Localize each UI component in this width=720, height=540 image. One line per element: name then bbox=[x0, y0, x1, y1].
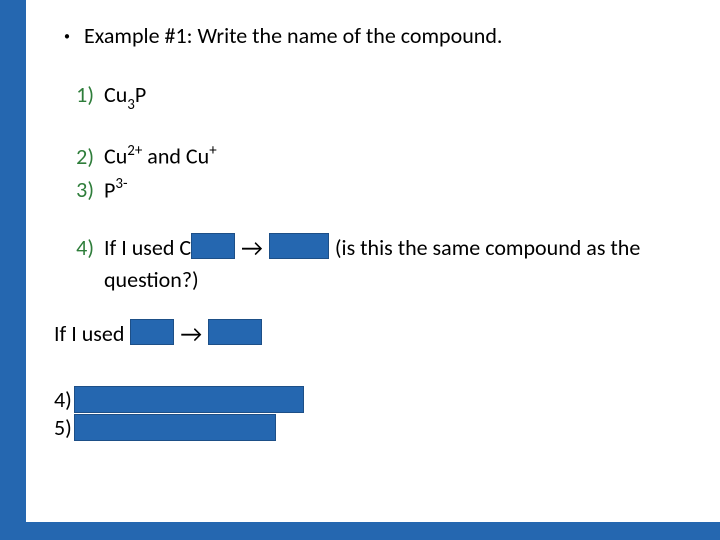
line-3-p: P bbox=[104, 176, 115, 203]
line-1-cu: Cu bbox=[104, 81, 127, 108]
line-4-before: If I used C bbox=[104, 234, 191, 261]
line-1-formula: Cu3P bbox=[104, 81, 146, 112]
cover-box-4 bbox=[208, 319, 262, 345]
arrow-icon: → bbox=[241, 234, 263, 263]
line-3: 3) P3- bbox=[64, 176, 680, 203]
answer-5-num: 5) bbox=[54, 414, 72, 441]
cover-box-3 bbox=[130, 319, 174, 345]
line-4-content: If I used C → (is this the same compound… bbox=[104, 233, 640, 262]
cover-box-1 bbox=[191, 233, 235, 259]
line-4-row2: question?) bbox=[64, 266, 680, 293]
line-1-num: 1) bbox=[64, 81, 94, 108]
line-2-sup1: 2+ bbox=[127, 142, 142, 160]
cover-answer-5 bbox=[74, 414, 276, 441]
line-2-sup2: + bbox=[209, 142, 216, 160]
line-2-content: Cu2+ and Cu+ bbox=[104, 142, 217, 169]
answer-4-num: 4) bbox=[54, 386, 72, 413]
arrow-icon: → bbox=[180, 320, 202, 349]
line-5: If I used → bbox=[54, 319, 680, 348]
line-2: 2) Cu2+ and Cu+ bbox=[64, 142, 680, 169]
line-4-num: 4) bbox=[64, 234, 94, 261]
line-1-sub3: 3 bbox=[127, 96, 135, 114]
line-1: 1) Cu3P bbox=[64, 81, 680, 112]
line-1-p: P bbox=[135, 81, 146, 108]
line-2-cu1: Cu bbox=[104, 143, 127, 170]
line-4-question: question?) bbox=[104, 266, 199, 293]
bullet-text: Example #1: Write the name of the compou… bbox=[84, 22, 502, 49]
line-4-row1: 4) If I used C → (is this the same compo… bbox=[64, 233, 680, 262]
line-3-sup: 3- bbox=[115, 175, 127, 193]
bullet-dot: • bbox=[64, 30, 70, 44]
line-5-before: If I used bbox=[54, 320, 124, 347]
answer-lines: 4) 5) bbox=[54, 386, 680, 442]
line-3-content: P3- bbox=[104, 176, 128, 203]
bullet-example-title: • Example #1: Write the name of the comp… bbox=[64, 22, 680, 49]
line-3-num: 3) bbox=[64, 176, 94, 203]
line-4-after: (is this the same compound as the bbox=[335, 234, 640, 261]
cover-answer-4 bbox=[74, 386, 304, 413]
left-accent-bar bbox=[0, 0, 26, 540]
line-2-num: 2) bbox=[64, 143, 94, 170]
cover-box-2 bbox=[269, 233, 329, 259]
bottom-accent-bar bbox=[0, 522, 720, 540]
line-2-mid: and Cu bbox=[142, 143, 209, 170]
slide-content: • Example #1: Write the name of the comp… bbox=[26, 0, 720, 522]
line-5-content: If I used → bbox=[54, 319, 262, 348]
